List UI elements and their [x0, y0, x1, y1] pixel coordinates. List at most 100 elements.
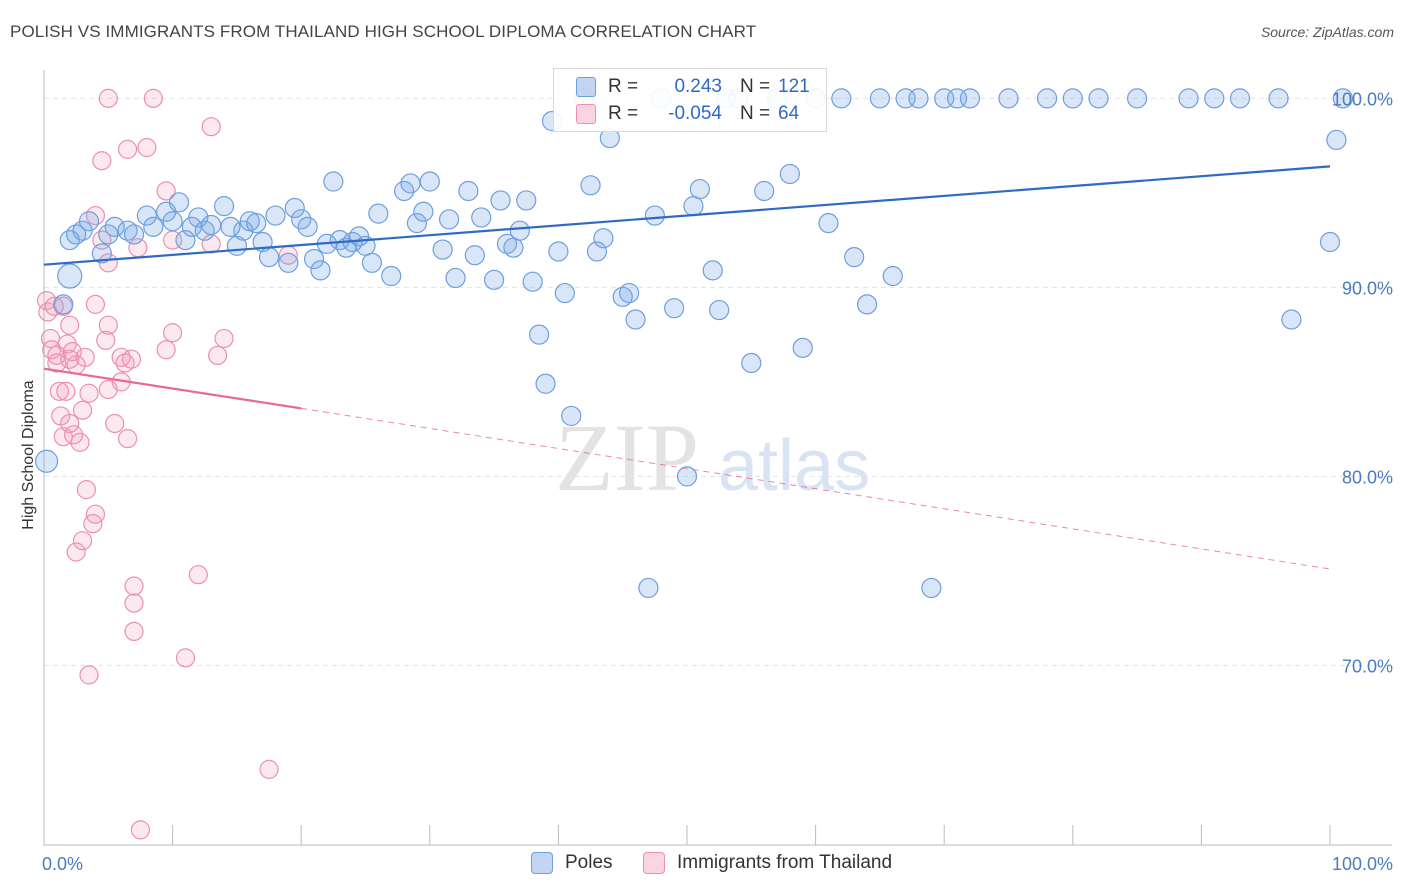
legend-swatch-thailand — [643, 852, 665, 874]
point-thailand — [175, 648, 196, 668]
legend-swatch-poles — [531, 852, 553, 874]
legend-r-label: R = — [608, 76, 639, 97]
point-thailand — [214, 328, 234, 349]
point-poles — [104, 216, 125, 237]
point-poles — [143, 216, 164, 237]
point-poles — [664, 298, 685, 319]
point-poles — [136, 205, 157, 226]
point-poles — [445, 267, 466, 289]
point-thailand — [163, 323, 183, 343]
point-poles — [246, 213, 267, 234]
point-thailand — [92, 151, 112, 171]
point-poles — [400, 173, 421, 194]
point-poles — [471, 207, 492, 228]
legend-label-thailand: Immigrants from Thailand — [677, 852, 893, 873]
point-poles — [413, 201, 434, 222]
point-thailand — [70, 432, 90, 452]
point-poles — [310, 260, 331, 281]
legend-r-value: -0.054 — [668, 103, 722, 124]
point-poles — [561, 405, 582, 427]
point-poles — [1332, 88, 1353, 109]
point-thailand — [121, 349, 142, 369]
point-thailand — [259, 759, 279, 779]
point-thailand — [85, 294, 106, 314]
point-poles — [78, 211, 100, 232]
point-thailand — [201, 117, 221, 137]
point-poles — [619, 282, 640, 304]
point-thailand — [66, 542, 86, 562]
legend-r-label: R = — [608, 103, 639, 124]
trend-line-thailand-extension — [301, 407, 1331, 570]
point-poles — [66, 224, 87, 245]
point-thailand — [156, 340, 176, 360]
point-thailand — [75, 347, 95, 367]
point-thailand — [188, 565, 208, 585]
trend-lines — [43, 165, 1331, 570]
point-poles — [869, 88, 891, 109]
point-poles — [220, 216, 241, 237]
point-poles — [484, 269, 505, 290]
legend-item-poles[interactable]: Poles — [531, 852, 613, 874]
point-poles — [458, 180, 479, 202]
x-tick-label: 0.0% — [42, 854, 83, 874]
point-poles — [741, 352, 762, 374]
point-poles — [548, 241, 569, 262]
point-thailand — [96, 330, 116, 350]
point-poles — [593, 228, 614, 249]
point-poles — [284, 197, 305, 219]
point-poles — [496, 233, 518, 255]
point-poles — [361, 252, 383, 273]
point-poles — [529, 324, 550, 345]
point-poles — [1229, 88, 1251, 109]
point-poles — [464, 245, 485, 266]
trend-line-thailand — [43, 367, 302, 410]
point-thailand — [105, 413, 125, 434]
point-thailand — [60, 315, 80, 335]
y-tick-label: 80.0% — [1342, 467, 1393, 487]
point-poles — [908, 88, 929, 109]
point-poles — [419, 171, 440, 192]
point-poles — [709, 299, 730, 321]
point-thailand — [156, 181, 176, 201]
point-poles — [57, 263, 83, 289]
point-thailand — [124, 621, 144, 642]
point-thailand — [76, 480, 97, 500]
point-poles — [1268, 88, 1289, 109]
y-tick-label: 70.0% — [1342, 656, 1393, 676]
point-thailand — [60, 413, 80, 434]
chart-title: POLISH VS IMMIGRANTS FROM THAILAND HIGH … — [10, 22, 757, 41]
point-poles — [818, 213, 839, 234]
axes — [43, 70, 1392, 846]
watermark: ZIP atlas — [555, 404, 870, 511]
point-poles — [779, 163, 800, 185]
point-poles — [34, 449, 59, 473]
point-poles — [490, 190, 511, 211]
point-poles — [516, 190, 537, 211]
point-poles — [117, 220, 138, 241]
legend-item-thailand[interactable]: Immigrants from Thailand — [643, 852, 892, 874]
trend-line-poles — [43, 165, 1331, 266]
point-poles — [368, 203, 389, 224]
legend-r-value: 0.243 — [674, 76, 722, 97]
tick-labels: 70.0% 80.0% 90.0% 100.0% 0.0% 100.0% — [42, 89, 1393, 874]
point-poles — [303, 248, 325, 270]
point-poles — [1326, 129, 1347, 151]
point-thailand — [79, 665, 99, 685]
point-poles — [1088, 88, 1109, 109]
point-poles — [689, 178, 710, 200]
point-thailand — [47, 353, 67, 373]
point-poles — [91, 243, 112, 264]
point-thailand — [98, 315, 118, 335]
y-axis-label: High School Diploma — [20, 380, 37, 530]
point-poles — [406, 213, 428, 234]
point-thailand — [49, 381, 70, 401]
point-thailand — [130, 820, 151, 840]
point-thailand — [72, 531, 93, 551]
point-poles — [1062, 88, 1083, 109]
legend-swatch-poles — [576, 77, 596, 97]
point-poles — [509, 220, 530, 241]
point-poles — [625, 309, 646, 330]
point-thailand — [98, 88, 118, 108]
point-poles — [503, 237, 524, 258]
